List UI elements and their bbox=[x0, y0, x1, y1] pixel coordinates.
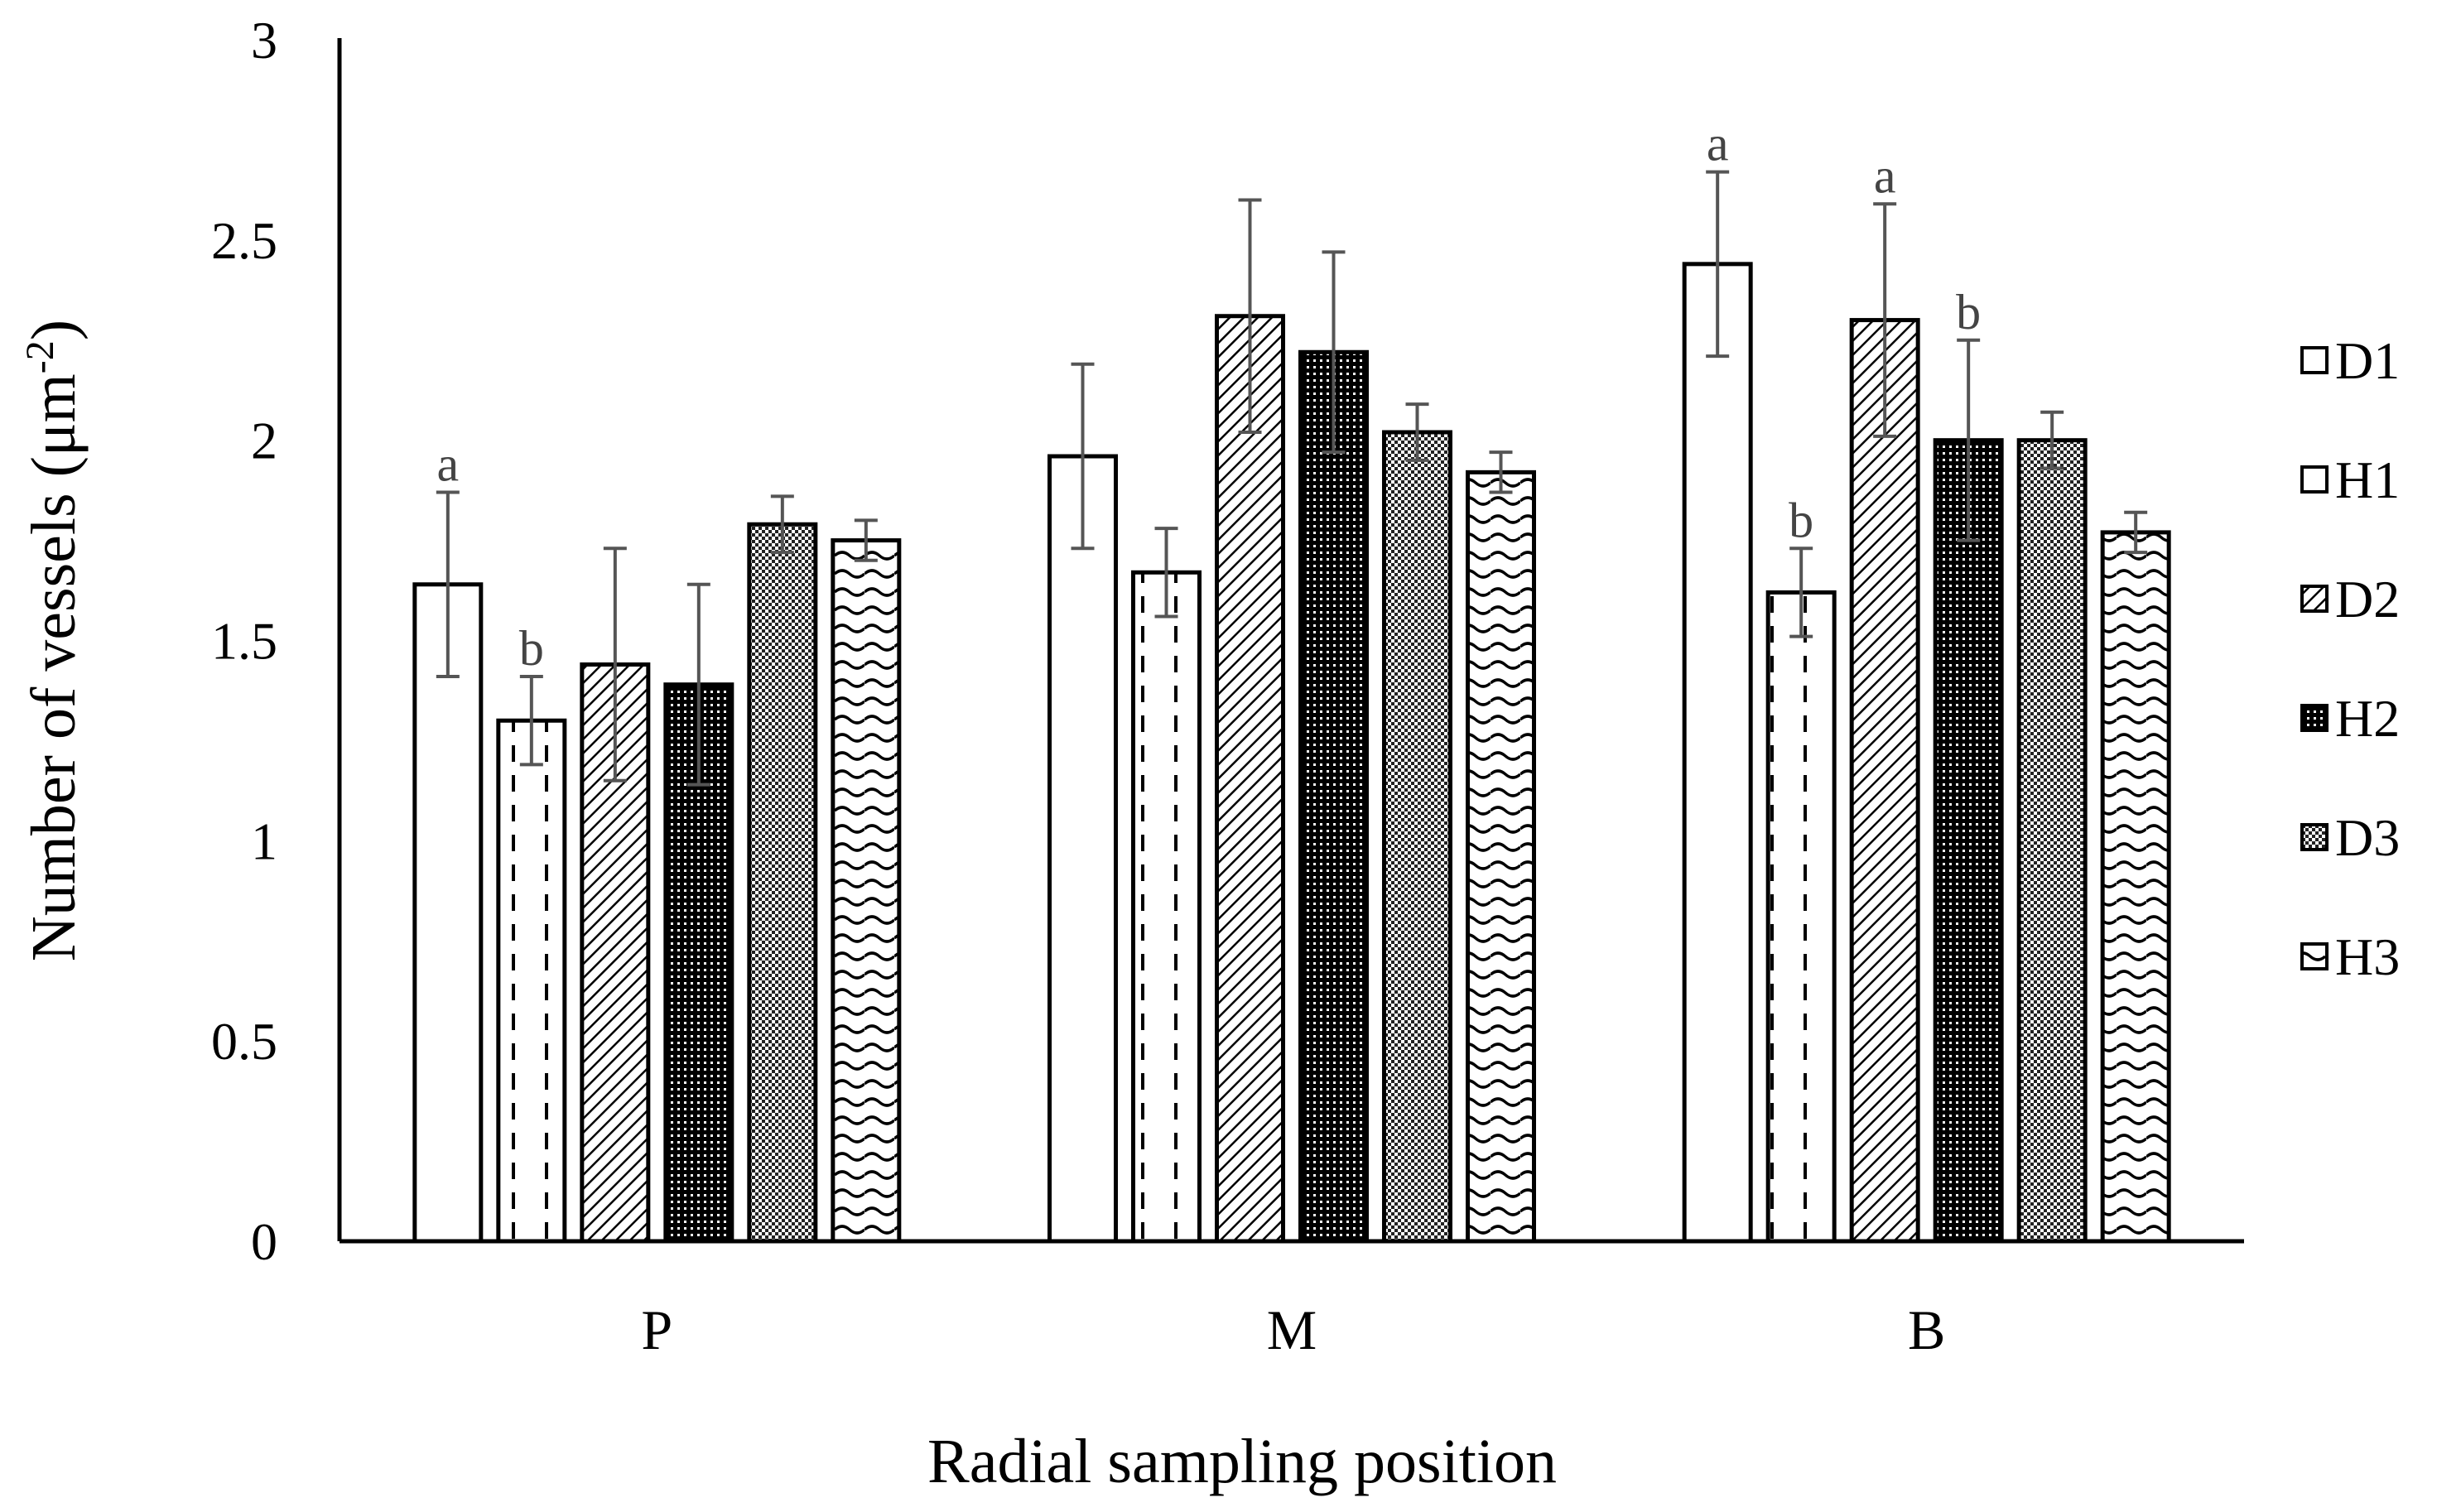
legend-swatch-H3 bbox=[2300, 942, 2329, 970]
x-axis-title: Radial sampling position bbox=[927, 1427, 1557, 1496]
bars-group bbox=[412, 262, 2171, 1244]
y-axis-title-main: Number of vessels (μm bbox=[19, 373, 89, 961]
bar-D3-P bbox=[747, 522, 818, 1244]
bar-D1-P bbox=[412, 582, 484, 1244]
significance-label-H2-B: b bbox=[1956, 285, 1981, 339]
error-bars-group bbox=[436, 170, 2148, 787]
legend: D1 H1 D2 H2 D3 H3 bbox=[2300, 331, 2400, 986]
legend-label-D2: D2 bbox=[2335, 570, 2400, 628]
labels-group: P M Ba b a b a b bbox=[437, 117, 1982, 1361]
bar-H1-B bbox=[1765, 590, 1837, 1244]
y-axis-title-superscript: -2 bbox=[18, 340, 62, 373]
legend-swatch-D3 bbox=[2300, 823, 2329, 851]
y-axis-title: Number of vessels (μm-2) bbox=[18, 320, 89, 961]
legend-swatch-H1 bbox=[2300, 465, 2329, 494]
significance-label-D1-B: a bbox=[1707, 117, 1729, 171]
bar-H3-B bbox=[2100, 530, 2171, 1244]
x-tick-label-B: B bbox=[1908, 1298, 1945, 1361]
significance-label-D2-B: a bbox=[1874, 148, 1896, 203]
legend-swatch-H2 bbox=[2300, 704, 2329, 732]
legend-swatch-D1 bbox=[2300, 346, 2329, 374]
legend-label-H2: H2 bbox=[2335, 689, 2400, 748]
legend-swatch-D2 bbox=[2300, 585, 2329, 613]
y-tick-label: 0.5 bbox=[211, 1012, 277, 1071]
bar-H1-M bbox=[1131, 570, 1202, 1244]
bar-H2-B bbox=[1933, 438, 2004, 1244]
significance-label-H1-P: b bbox=[519, 621, 544, 676]
significance-label-H1-B: b bbox=[1789, 493, 1813, 547]
axes-group: 0 0.5 1 1.5 2 2.5 3 Radial sampling position Num… bbox=[18, 11, 2244, 1496]
bar-H1-P bbox=[496, 718, 567, 1244]
x-tick-label-M: M bbox=[1267, 1298, 1317, 1361]
bar-D3-M bbox=[1382, 430, 1452, 1244]
y-tick-label: 1.5 bbox=[211, 612, 277, 671]
bar-H3-P bbox=[831, 538, 902, 1244]
legend-label-D3: D3 bbox=[2335, 808, 2400, 867]
y-axis-title-close: ) bbox=[19, 320, 89, 340]
bar-H2-M bbox=[1298, 349, 1369, 1244]
bar-D1-B bbox=[1682, 262, 1753, 1244]
bar-D1-M bbox=[1047, 454, 1118, 1244]
legend-label-H1: H1 bbox=[2335, 450, 2400, 509]
legend-label-H3: H3 bbox=[2335, 927, 2400, 986]
bar-H3-M bbox=[1466, 469, 1536, 1244]
bar-D2-M bbox=[1215, 314, 1285, 1244]
legend-label-D1: D1 bbox=[2335, 331, 2400, 390]
y-tick-label: 3 bbox=[251, 11, 277, 70]
y-tick-label: 2 bbox=[251, 412, 277, 470]
x-tick-label-P: P bbox=[641, 1298, 672, 1361]
y-tick-label: 0 bbox=[251, 1212, 277, 1271]
y-tick-label: 2.5 bbox=[211, 211, 277, 270]
y-tick-label: 1 bbox=[251, 811, 277, 870]
bar-D3-B bbox=[2016, 438, 2088, 1244]
significance-label-D1-P: a bbox=[437, 437, 460, 492]
bar-D2-B bbox=[1849, 318, 1920, 1244]
